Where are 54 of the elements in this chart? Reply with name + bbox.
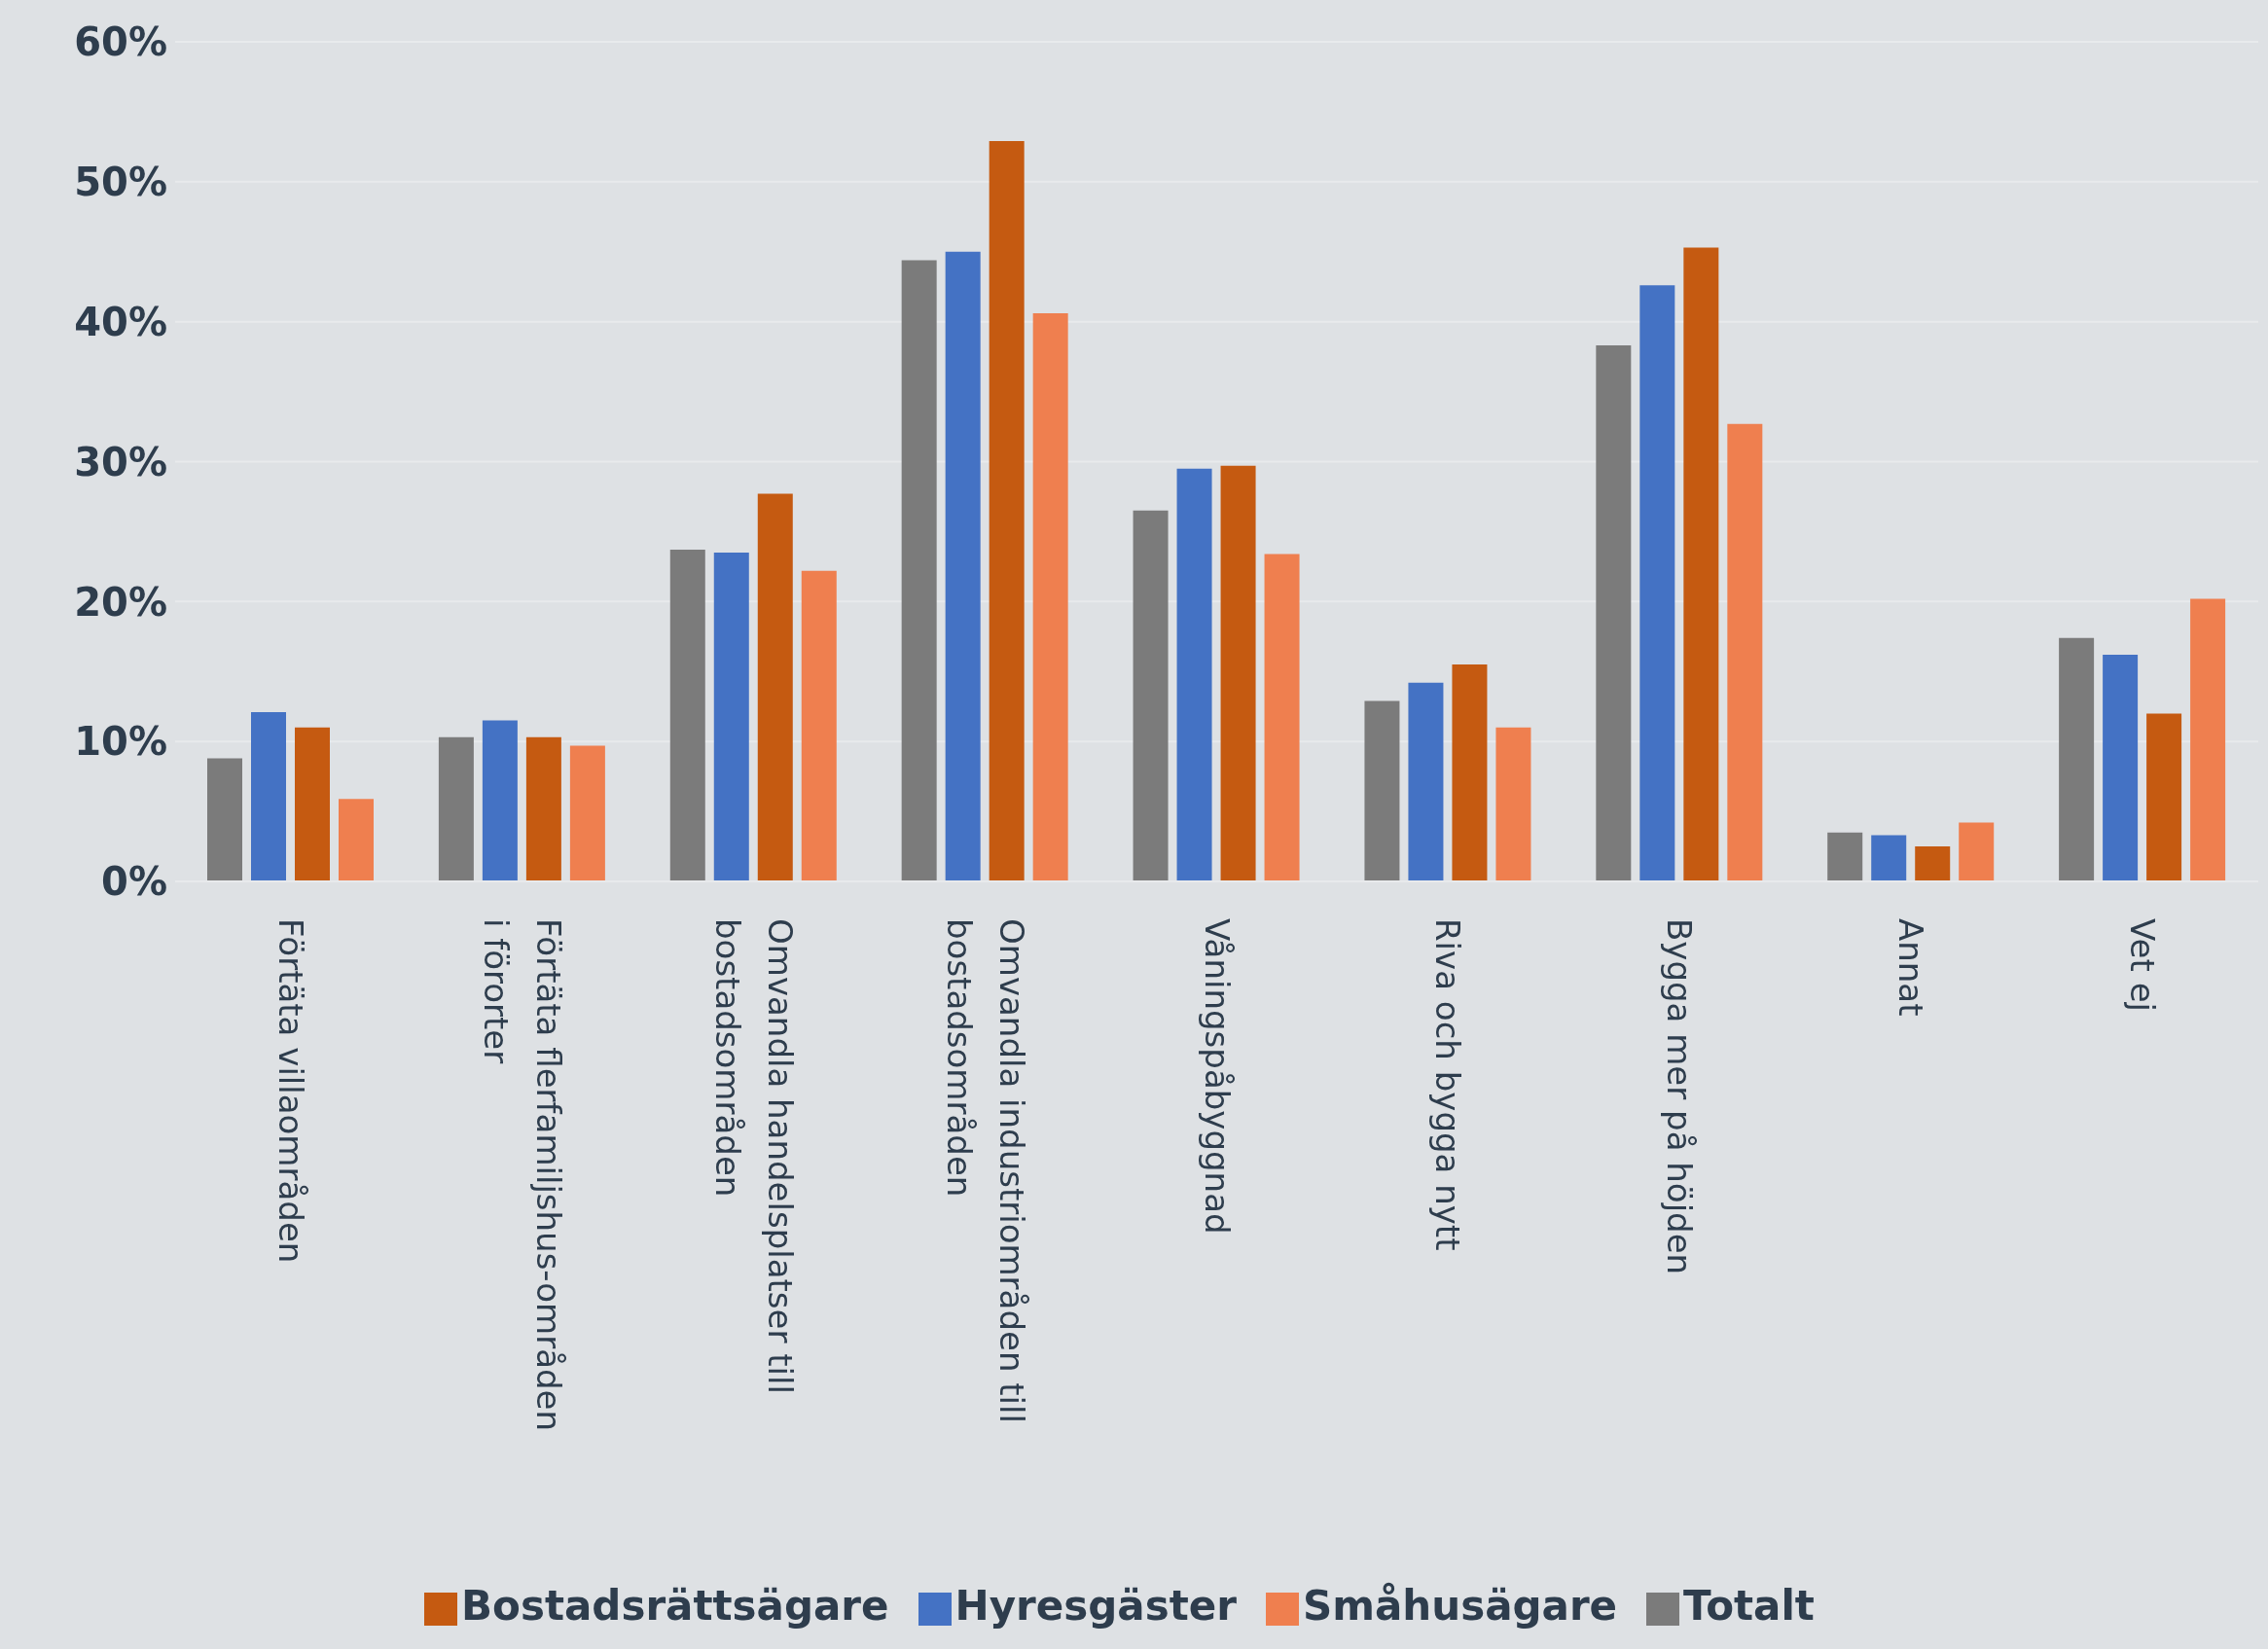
bar bbox=[207, 758, 242, 881]
bar bbox=[1596, 345, 1632, 881]
bar bbox=[1495, 727, 1531, 881]
y-tick-label: 0% bbox=[101, 859, 167, 905]
bar bbox=[757, 493, 793, 881]
legend-label: Totalt bbox=[1683, 1582, 1815, 1630]
bar bbox=[1827, 832, 1863, 881]
bar bbox=[1959, 822, 1995, 881]
bar bbox=[525, 736, 561, 881]
y-tick-label: 60% bbox=[74, 19, 167, 65]
bar bbox=[669, 550, 705, 881]
bar bbox=[1032, 313, 1068, 881]
legend-label: Hyresgäster bbox=[954, 1582, 1237, 1630]
bar bbox=[482, 720, 518, 881]
y-tick-label: 30% bbox=[74, 439, 167, 484]
x-tick-label: Bygga mer på höjden bbox=[1660, 918, 1700, 1275]
legend-label: Bostadsrättsägare bbox=[461, 1582, 889, 1630]
bar bbox=[2190, 598, 2226, 881]
legend-label: Småhusägare bbox=[1302, 1582, 1618, 1630]
bar bbox=[2059, 637, 2095, 881]
bar bbox=[251, 711, 286, 881]
bar bbox=[945, 251, 981, 881]
bar bbox=[339, 799, 374, 881]
x-tick-label: Riva och bygga nytt bbox=[1428, 918, 1468, 1251]
bar bbox=[295, 727, 330, 881]
bar bbox=[1727, 423, 1763, 881]
bar bbox=[1683, 247, 1719, 881]
bar bbox=[989, 141, 1025, 881]
bar bbox=[801, 570, 837, 881]
bar bbox=[1639, 285, 1675, 881]
x-tick-label: Vet ej bbox=[2123, 918, 2163, 1013]
bar bbox=[1408, 682, 1444, 881]
y-tick-label: 40% bbox=[74, 299, 167, 344]
bar bbox=[1264, 554, 1300, 881]
bar bbox=[1871, 835, 1907, 881]
bar bbox=[1364, 700, 1400, 881]
bar bbox=[901, 260, 937, 881]
bar bbox=[1133, 510, 1169, 881]
y-tick-label: 10% bbox=[74, 719, 167, 765]
bar bbox=[1915, 846, 1951, 881]
bar bbox=[1452, 664, 1488, 881]
bar bbox=[438, 736, 474, 881]
y-tick-label: 50% bbox=[74, 160, 167, 205]
y-tick-label: 20% bbox=[74, 579, 167, 625]
x-tick-label: Våningspåbyggnad bbox=[1197, 918, 1237, 1235]
bar bbox=[713, 552, 749, 881]
x-tick-label: Förtäta villaområden bbox=[271, 918, 311, 1264]
bar bbox=[2146, 713, 2182, 881]
bar bbox=[2103, 654, 2139, 881]
bar bbox=[1220, 465, 1256, 881]
bar bbox=[1176, 468, 1212, 881]
x-tick-label: Förtäta flerfamiljshus-områden i förorter bbox=[476, 918, 568, 1432]
x-tick-label: Annat bbox=[1891, 918, 1931, 1017]
bar bbox=[569, 745, 605, 881]
